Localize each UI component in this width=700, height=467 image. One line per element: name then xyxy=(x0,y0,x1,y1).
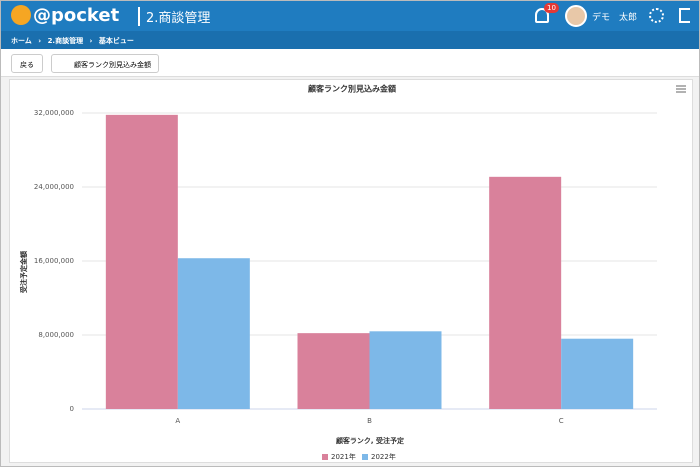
legend-swatch xyxy=(362,454,368,460)
x-tick-label: C xyxy=(559,417,564,425)
bar xyxy=(561,338,634,409)
chart-title: 顧客ランク別見込み金額 xyxy=(308,84,396,94)
bar xyxy=(369,331,442,409)
settings-icon[interactable] xyxy=(649,8,664,23)
legend-label: 2021年 xyxy=(331,452,356,461)
notification-icon[interactable] xyxy=(535,8,549,23)
y-axis-label: 受注予定金額 xyxy=(19,251,28,293)
top-bar: @pocket 2.商談管理 10 デモ 太郎 xyxy=(1,1,699,31)
y-tick-label: 24,000,000 xyxy=(34,183,74,191)
y-tick-label: 16,000,000 xyxy=(34,257,74,265)
breadcrumb: ホーム2.商談管理基本ビュー xyxy=(1,31,699,49)
view-select[interactable]: 顧客ランク別見込み金額 xyxy=(51,54,159,73)
notification-badge: 10 xyxy=(544,3,559,13)
module-title: 2.商談管理 xyxy=(138,7,210,26)
crumb: 基本ビュー xyxy=(98,37,134,45)
legend-label: 2022年 xyxy=(371,452,396,461)
bar xyxy=(489,176,562,409)
legend-swatch xyxy=(322,454,328,460)
logo-mark xyxy=(11,5,31,25)
bar xyxy=(105,114,178,409)
user-name[interactable]: デモ 太郎 xyxy=(592,13,638,23)
logo[interactable]: @pocket xyxy=(33,5,120,26)
logout-icon[interactable] xyxy=(679,8,690,23)
y-tick-label: 0 xyxy=(70,405,74,413)
x-axis-label: 顧客ランク, 受注予定 xyxy=(336,436,404,445)
x-tick-label: A xyxy=(175,417,180,425)
x-tick-label: B xyxy=(367,417,372,425)
bar xyxy=(177,258,250,409)
avatar[interactable] xyxy=(565,5,587,27)
toolbar: 戻る 顧客ランク別見込み金額 xyxy=(1,49,699,77)
back-button[interactable]: 戻る xyxy=(11,54,43,73)
y-tick-label: 32,000,000 xyxy=(34,109,74,117)
menu-icon[interactable] xyxy=(676,85,686,93)
chart: 顧客ランク別見込み金額 受注予定金額 顧客ランク, 受注予定 0 8,000,00… xyxy=(9,79,693,463)
bar xyxy=(297,333,370,409)
y-tick-label: 8,000,000 xyxy=(38,331,74,339)
crumb[interactable]: 2.商談管理 xyxy=(48,37,99,45)
crumb[interactable]: ホーム xyxy=(11,37,48,45)
